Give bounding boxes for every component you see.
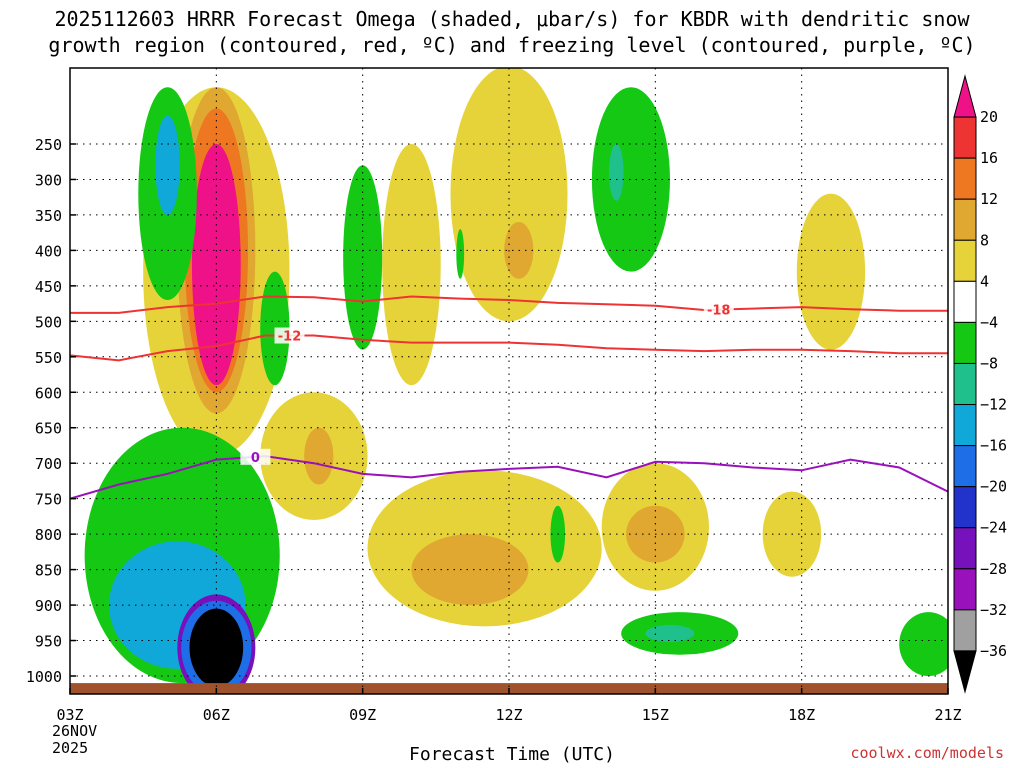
omega-shading-layer	[70, 68, 948, 694]
omega-region-13	[304, 427, 334, 485]
dgz-contour-0-label-bg	[703, 301, 734, 318]
colorbar-swatch-11	[953, 527, 977, 570]
colorbar: 20 16 12 8 4 −4 −8 −12 −16 −20 −24 −28 −32 −36	[953, 74, 1007, 694]
colorbar-swatch-0	[953, 74, 977, 118]
omega-region-27	[456, 229, 465, 279]
y-tick-label-700: 700	[35, 455, 62, 473]
chart-title-line-1: 2025112603 HRRR Forecast Omega (shaded, …	[54, 7, 970, 31]
omega-region-19	[608, 144, 624, 201]
colorbar-swatch-5	[953, 280, 977, 323]
omega-region-26	[899, 612, 948, 676]
colorbar-label-0: 20	[980, 108, 998, 126]
dgz-contour-0-label: -18	[707, 304, 731, 319]
freezing-level-contour-label: 0	[251, 451, 260, 466]
x-tick-label-21Z: 21Z	[934, 706, 961, 724]
y-tick-label-600: 600	[35, 384, 62, 402]
omega-region-7	[796, 193, 866, 350]
y-tick-label-800: 800	[35, 526, 62, 544]
omega-region-18	[591, 87, 670, 272]
y-tick-label-500: 500	[35, 313, 62, 331]
y-axis-ticks: 250 300 350 400 450 500 550 600 650 700 750 800 850 9…	[26, 136, 76, 686]
chart-title: 2025112603 HRRR Forecast Omega (shaded, …	[0, 6, 1024, 58]
colorbar-swatch-3	[953, 198, 977, 241]
y-tick-label-750: 750	[35, 491, 62, 509]
date-label-year: 2025	[52, 739, 88, 757]
x-tick-label-09Z: 09Z	[349, 706, 376, 724]
credit-link[interactable]: coolwx.com/models	[850, 744, 1004, 762]
colorbar-swatch-2	[953, 157, 977, 200]
x-tick-label-18Z: 18Z	[788, 706, 815, 724]
colorbar-label-10: −24	[980, 519, 1007, 537]
x-tick-label-03Z: 03Z	[56, 706, 83, 724]
colorbar-swatch-1	[953, 116, 977, 159]
colorbar-label-9: −20	[980, 478, 1007, 496]
y-tick-label-350: 350	[35, 207, 62, 225]
y-tick-label-850: 850	[35, 562, 62, 580]
colorbar-swatch-14	[953, 650, 977, 694]
colorbar-swatch-12	[953, 568, 977, 611]
x-axis-label: Forecast Time (UTC)	[409, 744, 615, 765]
y-tick-label-650: 650	[35, 420, 62, 438]
colorbar-label-11: −28	[980, 560, 1007, 578]
colorbar-swatch-4	[953, 239, 977, 282]
colorbar-label-8: −16	[980, 437, 1007, 455]
colorbar-label-4: 4	[980, 272, 989, 290]
contour-label-layer: -18 -12 0	[240, 301, 734, 466]
colorbar-label-12: −32	[980, 601, 1007, 619]
y-tick-label-1000: 1000	[26, 668, 62, 686]
freezing-level-contour-label-bg	[240, 448, 271, 465]
omega-region-9	[411, 534, 529, 606]
x-tick-label-06Z: 06Z	[203, 706, 230, 724]
colorbar-swatch-13	[953, 609, 977, 652]
colorbar-label-3: 8	[980, 231, 989, 249]
omega-region-6	[382, 144, 441, 386]
colorbar-swatch-9	[953, 445, 977, 488]
x-tick-label-12Z: 12Z	[495, 706, 522, 724]
contour-layer	[70, 295, 948, 500]
omega-region-24	[645, 624, 695, 642]
x-tick-label-15Z: 15Z	[642, 706, 669, 724]
y-tick-label-300: 300	[35, 171, 62, 189]
omega-region-3	[191, 144, 241, 386]
y-tick-label-250: 250	[35, 136, 62, 154]
dgz-contour-1	[70, 334, 948, 362]
dgz-contour-0	[70, 295, 948, 314]
colorbar-label-1: 16	[980, 149, 998, 167]
colorbar-label-7: −12	[980, 396, 1007, 414]
colorbar-swatch-6	[953, 321, 977, 364]
y-tick-label-950: 950	[35, 633, 62, 651]
colorbar-label-13: −36	[980, 642, 1007, 660]
chart-title-line-2: growth region (contoured, red, ºC) and f…	[48, 33, 976, 57]
y-tick-label-900: 900	[35, 597, 62, 615]
dgz-contour-1-label: -12	[278, 330, 302, 345]
colorbar-label-2: 12	[980, 190, 998, 208]
omega-region-16	[155, 115, 180, 215]
y-tick-label-400: 400	[35, 242, 62, 260]
colorbar-label-6: −8	[980, 354, 998, 372]
y-tick-label-550: 550	[35, 349, 62, 367]
omega-region-4	[450, 68, 568, 322]
colorbar-label-5: −4	[980, 313, 998, 331]
colorbar-swatch-8	[953, 404, 977, 447]
freezing-level-contour	[70, 455, 948, 500]
date-label-day: 26NOV	[52, 722, 97, 740]
y-tick-label-450: 450	[35, 278, 62, 296]
colorbar-swatch-10	[953, 486, 977, 529]
colorbar-swatch-7	[953, 362, 977, 406]
dgz-contour-1-label-bg	[274, 327, 305, 344]
